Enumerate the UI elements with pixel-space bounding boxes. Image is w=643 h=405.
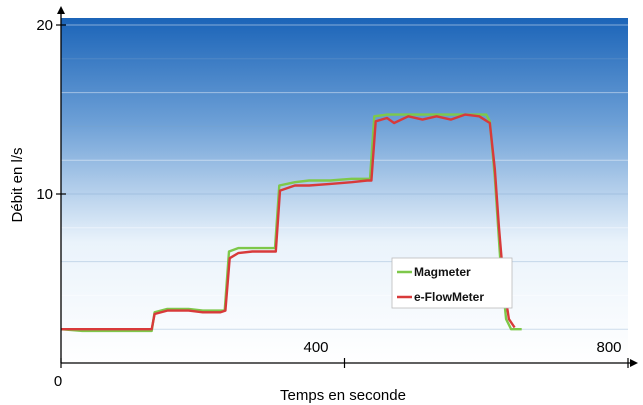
plot-background (61, 18, 628, 363)
y-axis-arrow (57, 6, 65, 14)
x-tick-label-800: 800 (596, 339, 621, 356)
gridlines (61, 24, 628, 330)
legend: Magmeter e-FlowMeter (391, 257, 513, 309)
x-tick-label-0: 0 (54, 373, 62, 390)
legend-label-eflowmeter: e-FlowMeter (414, 290, 484, 304)
tick-marks (56, 24, 629, 368)
x-axis-arrow (630, 359, 638, 367)
series-layer (60, 113, 522, 333)
x-tick-label-400: 400 (303, 339, 328, 356)
y-tick-label-20: 20 (36, 17, 53, 34)
x-axis-title: Temps en seconde (280, 387, 406, 404)
series-line-eflowmeter (61, 113, 516, 331)
legend-label-magmeter: Magmeter (414, 265, 471, 279)
y-axis-title: Débit en l/s (9, 147, 26, 222)
legend-box (391, 257, 513, 309)
y-tick-label-10: 10 (36, 186, 53, 203)
